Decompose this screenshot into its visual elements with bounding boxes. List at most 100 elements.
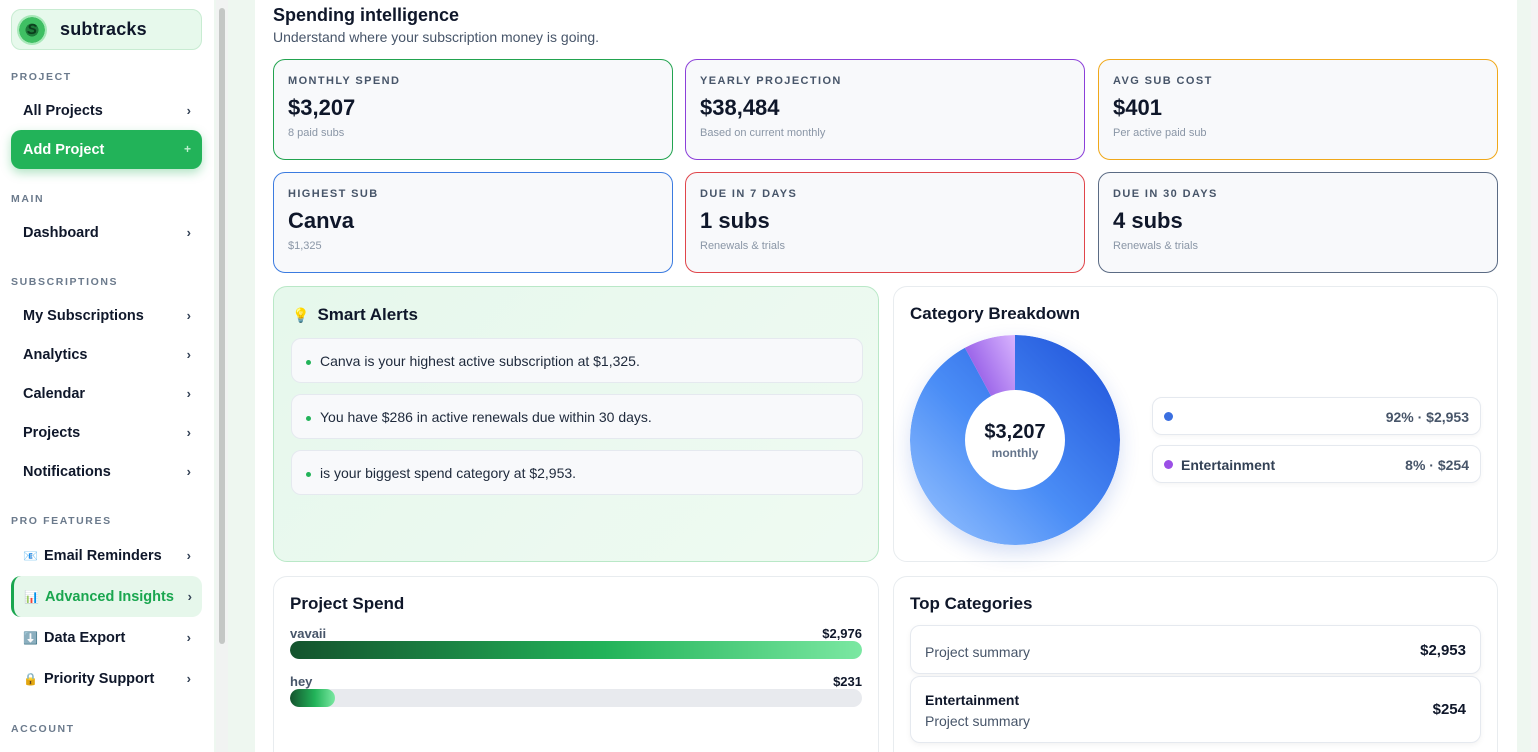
section-label-pro-features: PRO FEATURES <box>11 515 112 527</box>
sidebar-item-analytics[interactable]: Analytics › <box>11 336 202 373</box>
sidebar-item-label: Priority Support <box>44 670 155 687</box>
page-title: Spending intelligence <box>273 5 460 25</box>
section-label-subscriptions: SUBSCRIPTIONS <box>11 276 119 288</box>
stat-label: DUE IN 7 DAYS <box>700 188 798 200</box>
chevron-right-icon: › <box>186 386 191 401</box>
project-bar-label: hey <box>290 674 313 689</box>
stat-card-avg-sub-cost: AVG SUB COST $401 Per active paid sub <box>1098 59 1498 160</box>
plus-icon: + <box>183 142 191 156</box>
sidebar-item-label: Add Project <box>23 141 105 158</box>
stat-card-yearly-projection: YEARLY PROJECTION $38,484 Based on curre… <box>685 59 1085 160</box>
stat-card-due-7-days: DUE IN 7 DAYS 1 subs Renewals & trials <box>685 172 1085 273</box>
chevron-right-icon: › <box>186 630 191 645</box>
project-bar-fill <box>290 641 862 659</box>
sidebar-item-label: All Projects <box>23 102 103 119</box>
alert-item: You have $286 in active renewals due wit… <box>291 394 863 439</box>
legend-value: 8% · $254 <box>1405 457 1469 473</box>
chevron-right-icon: › <box>187 589 192 604</box>
donut-center: $3,207 monthly <box>965 390 1065 490</box>
stat-note: Renewals & trials <box>1113 240 1198 252</box>
alert-text: You have $286 in active renewals due wit… <box>320 408 652 425</box>
stat-label: YEARLY PROJECTION <box>700 75 842 87</box>
chevron-right-icon: › <box>186 308 191 323</box>
chevron-right-icon: › <box>186 425 191 440</box>
sidebar-item-calendar[interactable]: Calendar › <box>11 375 202 412</box>
legend-name: Entertainment <box>1181 457 1276 473</box>
brand-logo-icon: S <box>17 14 47 45</box>
add-project-button[interactable]: Add Project + <box>11 130 202 169</box>
chevron-right-icon: › <box>186 347 191 362</box>
smart-alerts-panel: 💡 Smart Alerts Canva is your highest acti… <box>273 286 879 562</box>
smart-alerts-title-text: Smart Alerts <box>317 305 418 324</box>
email-icon: 📧 <box>23 548 38 563</box>
project-bar-track <box>290 689 862 707</box>
sidebar-item-data-export[interactable]: ⬇️ Data Export › <box>11 619 202 656</box>
stat-card-highest-sub: HIGHEST SUB Canva $1,325 <box>273 172 673 273</box>
brand[interactable]: S subtracks <box>11 9 202 50</box>
sidebar-item-dashboard[interactable]: Dashboard › <box>11 214 202 251</box>
category-breakdown-title: Category Breakdown <box>910 304 1081 323</box>
stat-label: AVG SUB COST <box>1113 75 1213 87</box>
top-category-amount: $254 <box>1432 701 1466 718</box>
donut-center-amount: $3,207 <box>984 420 1046 443</box>
sidebar-scrollbar-thumb[interactable] <box>219 8 225 644</box>
bullet-dot-icon <box>306 360 311 365</box>
sidebar-item-label: Notifications <box>23 463 111 480</box>
lock-icon: 🔒 <box>23 671 38 686</box>
lightbulb-icon: 💡 <box>292 307 310 323</box>
sidebar-item-my-subscriptions[interactable]: My Subscriptions › <box>11 297 202 334</box>
sidebar-item-email-reminders[interactable]: 📧 Email Reminders › <box>11 537 202 574</box>
top-category-row[interactable]: Entertainment Project summary $254 <box>910 676 1481 743</box>
top-category-name: Entertainment <box>925 692 1020 708</box>
sidebar-item-projects[interactable]: Projects › <box>11 414 202 451</box>
chevron-right-icon: › <box>186 225 191 240</box>
sidebar-item-label: My Subscriptions <box>23 307 144 324</box>
sidebar-item-all-projects[interactable]: All Projects › <box>11 92 202 129</box>
alert-text: is your biggest spend category at $2,953… <box>320 464 577 481</box>
main-scrollbar[interactable] <box>1531 0 1538 752</box>
sidebar-item-label: Email Reminders <box>44 547 162 564</box>
legend-color-dot-icon <box>1164 460 1173 469</box>
top-category-summary: Project summary <box>925 644 1031 660</box>
sidebar-item-label: Projects <box>23 424 81 441</box>
donut-center-label: monthly <box>991 445 1039 460</box>
stat-note: Per active paid sub <box>1113 127 1207 139</box>
sidebar-item-priority-support[interactable]: 🔒 Priority Support › <box>11 660 202 697</box>
project-bar-fill <box>290 689 335 707</box>
sidebar-item-notifications[interactable]: Notifications › <box>11 453 202 490</box>
alert-item: Canva is your highest active subscriptio… <box>291 338 863 383</box>
legend-value: 92% · $2,953 <box>1385 409 1469 425</box>
page-subtitle: Understand where your subscription money… <box>273 29 600 45</box>
project-spend-title: Project Spend <box>290 594 405 613</box>
chevron-right-icon: › <box>186 103 191 118</box>
stat-note: Renewals & trials <box>700 240 785 252</box>
legend-row[interactable]: Entertainment 8% · $254 <box>1152 445 1481 483</box>
stat-label: HIGHEST SUB <box>288 188 379 200</box>
project-bar-track <box>290 641 862 659</box>
section-label-account: ACCOUNT <box>11 723 75 735</box>
smart-alerts-title: 💡 Smart Alerts <box>292 305 418 325</box>
sidebar <box>0 0 214 752</box>
sidebar-item-label: Analytics <box>23 346 88 363</box>
sidebar-item-label: Advanced Insights <box>45 588 174 605</box>
chevron-right-icon: › <box>186 464 191 479</box>
section-label-main: MAIN <box>11 193 45 205</box>
legend-color-dot-icon <box>1164 412 1173 421</box>
legend-row[interactable]: 92% · $2,953 <box>1152 397 1481 435</box>
sidebar-item-label: Data Export <box>44 629 126 646</box>
stat-note: $1,325 <box>288 240 322 252</box>
sidebar-item-label: Calendar <box>23 385 86 402</box>
stat-value: 4 subs <box>1113 208 1183 233</box>
stat-note: 8 paid subs <box>288 127 345 139</box>
stat-card-monthly-spend: MONTHLY SPEND $3,207 8 paid subs <box>273 59 673 160</box>
project-spend-panel <box>273 576 879 752</box>
project-bar-amount: $2,976 <box>822 626 862 641</box>
stat-label: DUE IN 30 DAYS <box>1113 188 1218 200</box>
stat-value: 1 subs <box>700 208 770 233</box>
stat-card-due-30-days: DUE IN 30 DAYS 4 subs Renewals & trials <box>1098 172 1498 273</box>
top-category-row[interactable]: Project summary $2,953 <box>910 625 1481 674</box>
sidebar-item-advanced-insights[interactable]: 📊 Advanced Insights › <box>11 576 202 617</box>
stat-value: Canva <box>288 208 355 233</box>
top-category-amount: $2,953 <box>1420 642 1466 659</box>
stat-value: $38,484 <box>700 95 780 120</box>
